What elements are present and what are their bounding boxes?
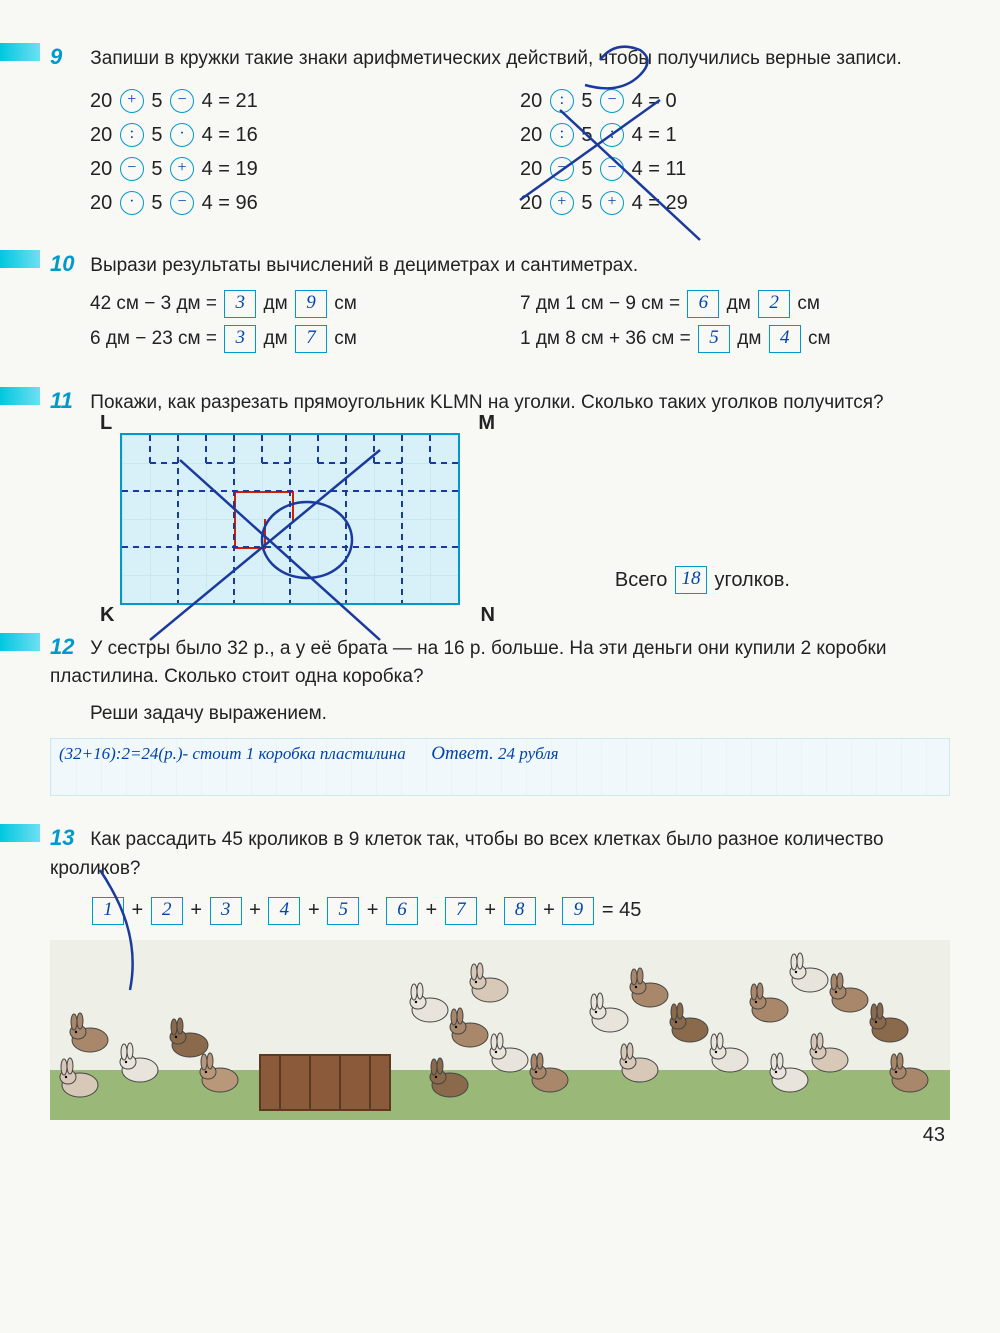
equation: 20 : 5 : 4 = 1 bbox=[520, 120, 950, 150]
answer-box: 8 bbox=[504, 897, 536, 925]
operator-circle: : bbox=[550, 123, 574, 147]
operator-circle: − bbox=[170, 89, 194, 113]
operator-circle: : bbox=[550, 89, 574, 113]
task-marker bbox=[0, 43, 40, 61]
task-number: 11 bbox=[50, 384, 85, 417]
measure-col-right: 7 дм 1 см − 9 см = 6 дм 2 см 1 дм 8 см + … bbox=[520, 290, 950, 359]
rectangle-grid bbox=[120, 433, 460, 605]
equation: 20 − 5 − 4 = 11 bbox=[520, 154, 950, 184]
measure-line: 6 дм − 23 см = 3 дм 7 см bbox=[90, 325, 520, 354]
task-12: 12 У сестры было 32 р., а у её брата — н… bbox=[50, 630, 950, 797]
answer-box: 3 bbox=[210, 897, 242, 925]
operator-circle: : bbox=[120, 123, 144, 147]
operator-circle: + bbox=[600, 191, 624, 215]
answer-box: 5 bbox=[698, 325, 730, 353]
measure-columns: 42 см − 3 дм = 3 дм 9 см 6 дм − 23 см = 3… bbox=[90, 290, 950, 359]
operator-circle: + bbox=[550, 191, 574, 215]
operator-circle: − bbox=[550, 157, 574, 181]
operator-circle: · bbox=[170, 123, 194, 147]
page-number: 43 bbox=[923, 1120, 945, 1150]
task-number: 9 bbox=[50, 40, 85, 73]
hand-drawn-cuts bbox=[122, 435, 458, 603]
equation: 20 + 5 − 4 = 21 bbox=[90, 86, 520, 116]
operator-circle: − bbox=[600, 157, 624, 181]
rectangle-container: L M K N Всего 18 уголков. bbox=[120, 433, 470, 605]
circle-annotation bbox=[262, 502, 352, 578]
task-marker bbox=[0, 250, 40, 268]
task-number: 12 bbox=[50, 630, 85, 663]
equation: 20 · 5 − 4 = 96 bbox=[90, 188, 520, 218]
task-marker bbox=[0, 824, 40, 842]
operator-circle: + bbox=[170, 157, 194, 181]
measure-line: 42 см − 3 дм = 3 дм 9 см bbox=[90, 290, 520, 319]
label-M: M bbox=[478, 408, 495, 438]
operator-circle: + bbox=[120, 89, 144, 113]
equation: 20 − 5 + 4 = 19 bbox=[90, 154, 520, 184]
answer-box: 2 bbox=[758, 290, 790, 318]
task-number: 13 bbox=[50, 821, 85, 854]
operator-circle: · bbox=[120, 191, 144, 215]
task-text: Запиши в кружки такие знаки арифметическ… bbox=[90, 48, 902, 69]
equation-col-right: 20 : 5 − 4 = 0 20 : 5 : 4 = 1 20 − 5 − 4 =… bbox=[520, 86, 950, 222]
task-13: 13 Как рассадить 45 кроликов в 9 клеток … bbox=[50, 821, 950, 1120]
task-text: У сестры было 32 р., а у её брата — на 1… bbox=[50, 638, 886, 688]
equation: 20 : 5 − 4 = 0 bbox=[520, 86, 950, 116]
total-corners: Всего 18 уголков. bbox=[615, 565, 790, 595]
task-text: Вырази результаты вычислений в дециметра… bbox=[90, 255, 638, 276]
task-10: 10 Вырази результаты вычислений в дециме… bbox=[50, 247, 950, 360]
equation-columns: 20 + 5 − 4 = 21 20 : 5 · 4 = 16 20 − 5 + 4… bbox=[90, 86, 950, 222]
rabbits-svg bbox=[50, 940, 950, 1120]
operator-circle: − bbox=[600, 89, 624, 113]
operator-circle: : bbox=[600, 123, 624, 147]
measure-line: 1 дм 8 см + 36 см = 5 дм 4 см bbox=[520, 325, 950, 354]
answer-box: 6 bbox=[687, 290, 719, 318]
task-text: Как рассадить 45 кроликов в 9 клеток так… bbox=[50, 829, 884, 879]
answer-box: 9 bbox=[562, 897, 594, 925]
answer-box: 4 bbox=[769, 325, 801, 353]
sum-expression: 1 + 2 + 3 + 4 + 5 + 6 + 7 + 8 + 9 = 45 bbox=[90, 895, 950, 925]
task-11: 11 Покажи, как разрезать прямоугольник K… bbox=[50, 384, 950, 605]
rabbit-illustration bbox=[50, 940, 950, 1120]
operator-circle: − bbox=[120, 157, 144, 181]
equation: 20 + 5 + 4 = 29 bbox=[520, 188, 950, 218]
answer-box: 1 bbox=[92, 897, 124, 925]
task-number: 10 bbox=[50, 247, 85, 280]
label-N: N bbox=[481, 600, 495, 630]
answer-box: 7 bbox=[445, 897, 477, 925]
task-9: 9 Запиши в кружки такие знаки арифметиче… bbox=[50, 40, 950, 222]
answer-box: 2 bbox=[151, 897, 183, 925]
answer-box: 3 bbox=[224, 290, 256, 318]
label-L: L bbox=[100, 408, 112, 438]
answer-box: 5 bbox=[327, 897, 359, 925]
equation-col-left: 20 + 5 − 4 = 21 20 : 5 · 4 = 16 20 − 5 + 4… bbox=[90, 86, 520, 222]
equation: 20 : 5 · 4 = 16 bbox=[90, 120, 520, 150]
answer-box: 6 bbox=[386, 897, 418, 925]
answer-box: 3 bbox=[224, 325, 256, 353]
answer-box: 7 bbox=[295, 325, 327, 353]
label-K: K bbox=[100, 600, 114, 630]
measure-line: 7 дм 1 см − 9 см = 6 дм 2 см bbox=[520, 290, 950, 319]
measure-col-left: 42 см − 3 дм = 3 дм 9 см 6 дм − 23 см = 3… bbox=[90, 290, 520, 359]
task-subtext: Реши задачу выражением. bbox=[90, 700, 950, 729]
task-marker bbox=[0, 633, 40, 651]
operator-circle: − bbox=[170, 191, 194, 215]
answer-box: 9 bbox=[295, 290, 327, 318]
answer-strip: (32+16):2=24(р.)- стоит 1 коробка пласти… bbox=[50, 738, 950, 796]
task-marker bbox=[0, 387, 40, 405]
answer-box: 4 bbox=[268, 897, 300, 925]
